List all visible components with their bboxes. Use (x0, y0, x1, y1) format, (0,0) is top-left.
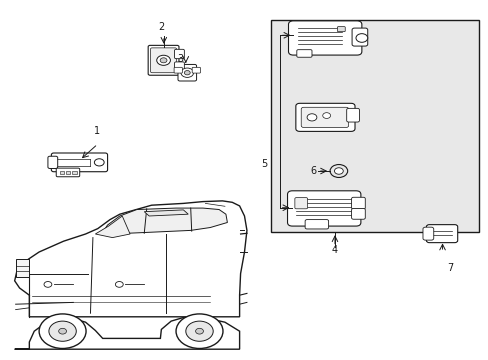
Circle shape (44, 282, 52, 287)
Circle shape (94, 159, 104, 166)
FancyBboxPatch shape (351, 197, 365, 209)
Polygon shape (15, 201, 246, 317)
FancyBboxPatch shape (178, 64, 196, 81)
Polygon shape (105, 208, 227, 233)
Circle shape (176, 314, 223, 348)
FancyBboxPatch shape (56, 168, 80, 177)
Text: 5: 5 (261, 159, 266, 169)
Polygon shape (144, 210, 188, 216)
Circle shape (160, 58, 166, 63)
Circle shape (355, 34, 367, 42)
FancyBboxPatch shape (288, 21, 361, 55)
Text: 7: 7 (446, 263, 452, 273)
FancyBboxPatch shape (174, 49, 184, 59)
Circle shape (306, 114, 316, 121)
Circle shape (115, 282, 123, 287)
Bar (16, 259, 29, 277)
Text: 4: 4 (331, 245, 337, 255)
Circle shape (181, 68, 193, 77)
FancyBboxPatch shape (296, 50, 311, 57)
FancyBboxPatch shape (48, 156, 58, 168)
Text: 2: 2 (158, 22, 164, 32)
FancyBboxPatch shape (51, 153, 107, 172)
Bar (271, 20, 478, 232)
Polygon shape (15, 317, 239, 349)
FancyBboxPatch shape (287, 191, 360, 226)
FancyBboxPatch shape (295, 103, 354, 131)
Text: 1: 1 (94, 126, 100, 136)
Circle shape (322, 113, 330, 118)
FancyBboxPatch shape (192, 67, 200, 73)
Circle shape (39, 314, 86, 348)
Circle shape (329, 165, 347, 177)
FancyBboxPatch shape (174, 62, 184, 71)
FancyBboxPatch shape (351, 208, 365, 219)
Circle shape (185, 321, 213, 341)
Bar (72, 171, 77, 174)
FancyBboxPatch shape (301, 107, 348, 127)
FancyBboxPatch shape (294, 198, 307, 209)
Circle shape (334, 168, 343, 174)
FancyBboxPatch shape (174, 67, 182, 73)
Circle shape (59, 328, 66, 334)
FancyBboxPatch shape (351, 28, 367, 46)
Circle shape (195, 328, 203, 334)
FancyBboxPatch shape (426, 225, 457, 243)
Text: 6: 6 (309, 166, 315, 176)
Circle shape (49, 321, 76, 341)
FancyBboxPatch shape (150, 48, 176, 73)
Bar (60, 171, 64, 174)
FancyBboxPatch shape (337, 27, 345, 32)
Circle shape (156, 55, 170, 66)
FancyBboxPatch shape (148, 45, 179, 75)
Circle shape (184, 71, 190, 75)
FancyBboxPatch shape (346, 108, 359, 122)
FancyBboxPatch shape (422, 227, 433, 240)
FancyBboxPatch shape (305, 220, 328, 229)
Polygon shape (95, 216, 130, 238)
Bar (66, 171, 70, 174)
Text: 3: 3 (177, 54, 183, 64)
